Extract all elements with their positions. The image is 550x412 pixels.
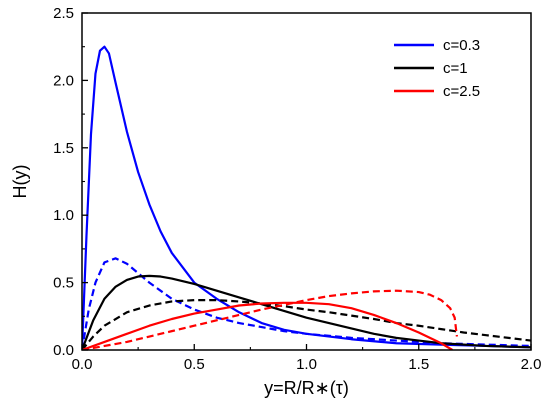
- series-line-3: [82, 299, 531, 350]
- series-line-1: [82, 257, 531, 350]
- legend-label-1: c=1: [443, 60, 468, 77]
- y-tick-label: 2.0: [53, 72, 74, 89]
- legend-label-0: c=0.3: [443, 37, 480, 54]
- x-axis-label: y=R/R∗(τ): [264, 378, 349, 398]
- series-layer: [82, 45, 531, 350]
- series-line-4: [82, 301, 453, 350]
- x-tick-label: 2.0: [521, 356, 542, 373]
- x-tick-label: 0.5: [184, 356, 205, 373]
- x-tick-label: 1.5: [408, 356, 429, 373]
- y-axis-label: H(y): [10, 165, 30, 199]
- x-tick-label: 1.0: [296, 356, 317, 373]
- legend-label-2: c=2.5: [443, 83, 480, 100]
- series-line-2: [82, 274, 531, 350]
- ticks-layer: 0.0 0.5 1.0 1.5 2.0 0.0 0.5 1.0 1.5 2.0 2.5: [53, 5, 541, 373]
- y-tick-label: 2.5: [53, 5, 74, 22]
- x-tick-label: 0.0: [72, 356, 93, 373]
- series-line-0: [82, 45, 531, 350]
- y-tick-label: 1.0: [53, 207, 74, 224]
- y-tick-label: 0.0: [53, 342, 74, 359]
- y-tick-label: 0.5: [53, 275, 74, 292]
- y-tick-label: 1.5: [53, 140, 74, 157]
- legend: c=0.3 c=1 c=2.5: [394, 37, 480, 100]
